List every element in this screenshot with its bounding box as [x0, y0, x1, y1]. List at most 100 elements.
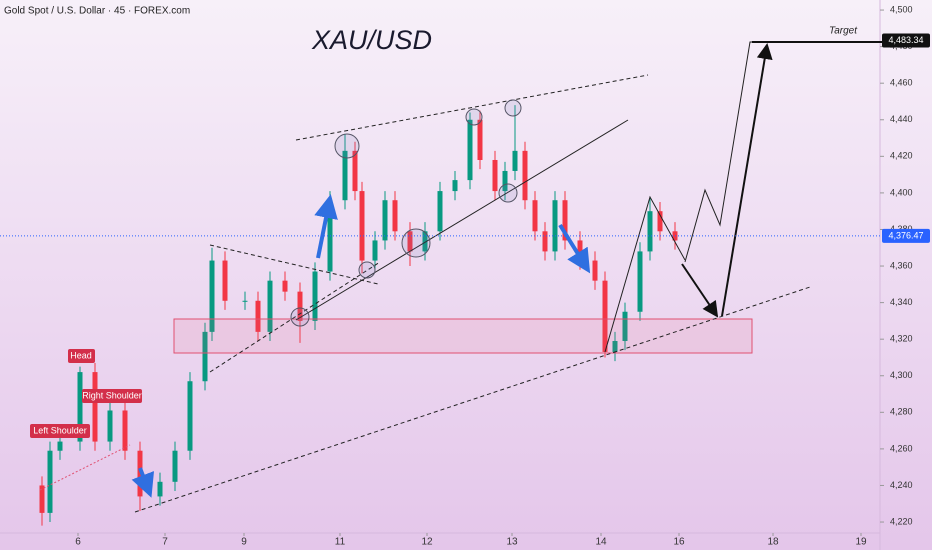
trend-line	[209, 244, 379, 285]
x-tick-label: 18	[767, 537, 779, 548]
candle-body	[467, 119, 473, 181]
x-tick-label: 12	[421, 537, 433, 548]
trend-line	[295, 74, 649, 141]
candle-body	[637, 251, 643, 312]
candle-body	[222, 260, 228, 301]
candle-body	[592, 260, 598, 281]
y-tick-label: 4,320	[890, 334, 913, 344]
candle-body	[359, 191, 365, 261]
left-shoulder-label: Left Shoulder	[33, 425, 87, 435]
candle-body	[92, 372, 98, 442]
candle-body	[552, 200, 558, 252]
support-zone	[173, 318, 753, 354]
target-label: Target	[829, 26, 858, 37]
right-shoulder-label: Right Shoulder	[82, 390, 142, 400]
candle-body	[107, 410, 113, 442]
candle-body	[532, 200, 538, 232]
y-tick-label: 4,360	[890, 260, 913, 270]
marker-circle	[290, 307, 310, 327]
candle-body	[77, 372, 83, 442]
pattern-labels: Head Left Shoulder Right Shoulder Target	[30, 26, 858, 438]
marker-circle	[498, 183, 518, 203]
y-tick-label: 4,340	[890, 297, 913, 307]
candle-body	[392, 200, 398, 232]
x-tick-label: 13	[506, 537, 518, 548]
candle-body	[267, 280, 273, 332]
candle-body	[602, 280, 608, 352]
candle-body	[542, 231, 548, 252]
y-tick-label: 4,500	[890, 4, 913, 14]
trend-line	[295, 119, 629, 321]
chart-title: XAU/USD	[311, 25, 432, 55]
candles	[39, 105, 678, 526]
candle-body	[407, 231, 413, 252]
y-tick-label: 4,300	[890, 370, 913, 380]
candle-body	[352, 150, 358, 192]
candle-body	[657, 211, 663, 232]
x-tick-label: 11	[335, 537, 346, 548]
projection-arrow	[681, 263, 719, 318]
move-arrow	[314, 194, 338, 259]
x-tick-label: 14	[595, 537, 607, 548]
candle-body	[157, 481, 163, 497]
neckline	[39, 444, 131, 491]
x-tick-label: 6	[75, 537, 81, 548]
y-tick-label: 4,440	[890, 114, 913, 124]
candle-body	[312, 271, 318, 321]
candle-body	[437, 191, 443, 232]
candle-body	[562, 200, 568, 241]
candle-body	[202, 331, 208, 382]
y-tick-label: 4,220	[890, 516, 913, 526]
marker-circle	[358, 261, 376, 279]
trend-line	[209, 261, 381, 373]
candle-body	[477, 119, 483, 160]
y-tick-label: 4,380	[890, 224, 913, 234]
move-arrow	[131, 467, 155, 498]
y-tick-label: 4,400	[890, 187, 913, 197]
price-badge	[882, 228, 930, 243]
x-tick-label: 19	[855, 537, 867, 548]
drawings	[39, 41, 884, 513]
projection-arrow	[721, 43, 773, 317]
candle-body	[622, 311, 628, 342]
candle-body	[39, 485, 45, 513]
marker-circle	[465, 108, 483, 126]
candle-body	[187, 381, 193, 451]
price-label: 4,483.34	[888, 35, 923, 45]
price-badge	[882, 33, 930, 48]
x-tick-label: 7	[162, 537, 168, 548]
candle-body	[502, 170, 508, 192]
label-box	[68, 349, 95, 363]
candle-body	[47, 450, 53, 513]
marker-circle	[334, 133, 360, 159]
candle-body	[297, 291, 303, 321]
candle-body	[255, 300, 261, 332]
candle-body	[522, 150, 528, 201]
candle-body	[57, 441, 63, 451]
candle-body	[372, 240, 378, 261]
x-tick-label: 16	[673, 537, 685, 548]
candle-body	[612, 341, 618, 352]
price-label: 4,376.47	[888, 230, 923, 240]
projection-path	[604, 195, 686, 353]
y-tick-label: 4,260	[890, 443, 913, 453]
candle-body	[512, 150, 518, 171]
candle-body	[382, 200, 388, 241]
move-arrow	[558, 223, 591, 274]
label-box	[30, 424, 90, 438]
candle-body	[492, 159, 498, 192]
candle-body	[209, 260, 215, 332]
y-tick-label: 4,280	[890, 407, 913, 417]
y-tick-label: 4,420	[890, 151, 913, 161]
candle-body	[422, 231, 428, 252]
candle-body	[647, 211, 653, 252]
head-label: Head	[70, 350, 92, 360]
candle-body	[172, 450, 178, 482]
candle-body	[282, 280, 288, 292]
marker-circle	[401, 228, 431, 258]
x-tick-label: 9	[241, 537, 247, 548]
label-box	[82, 389, 142, 403]
